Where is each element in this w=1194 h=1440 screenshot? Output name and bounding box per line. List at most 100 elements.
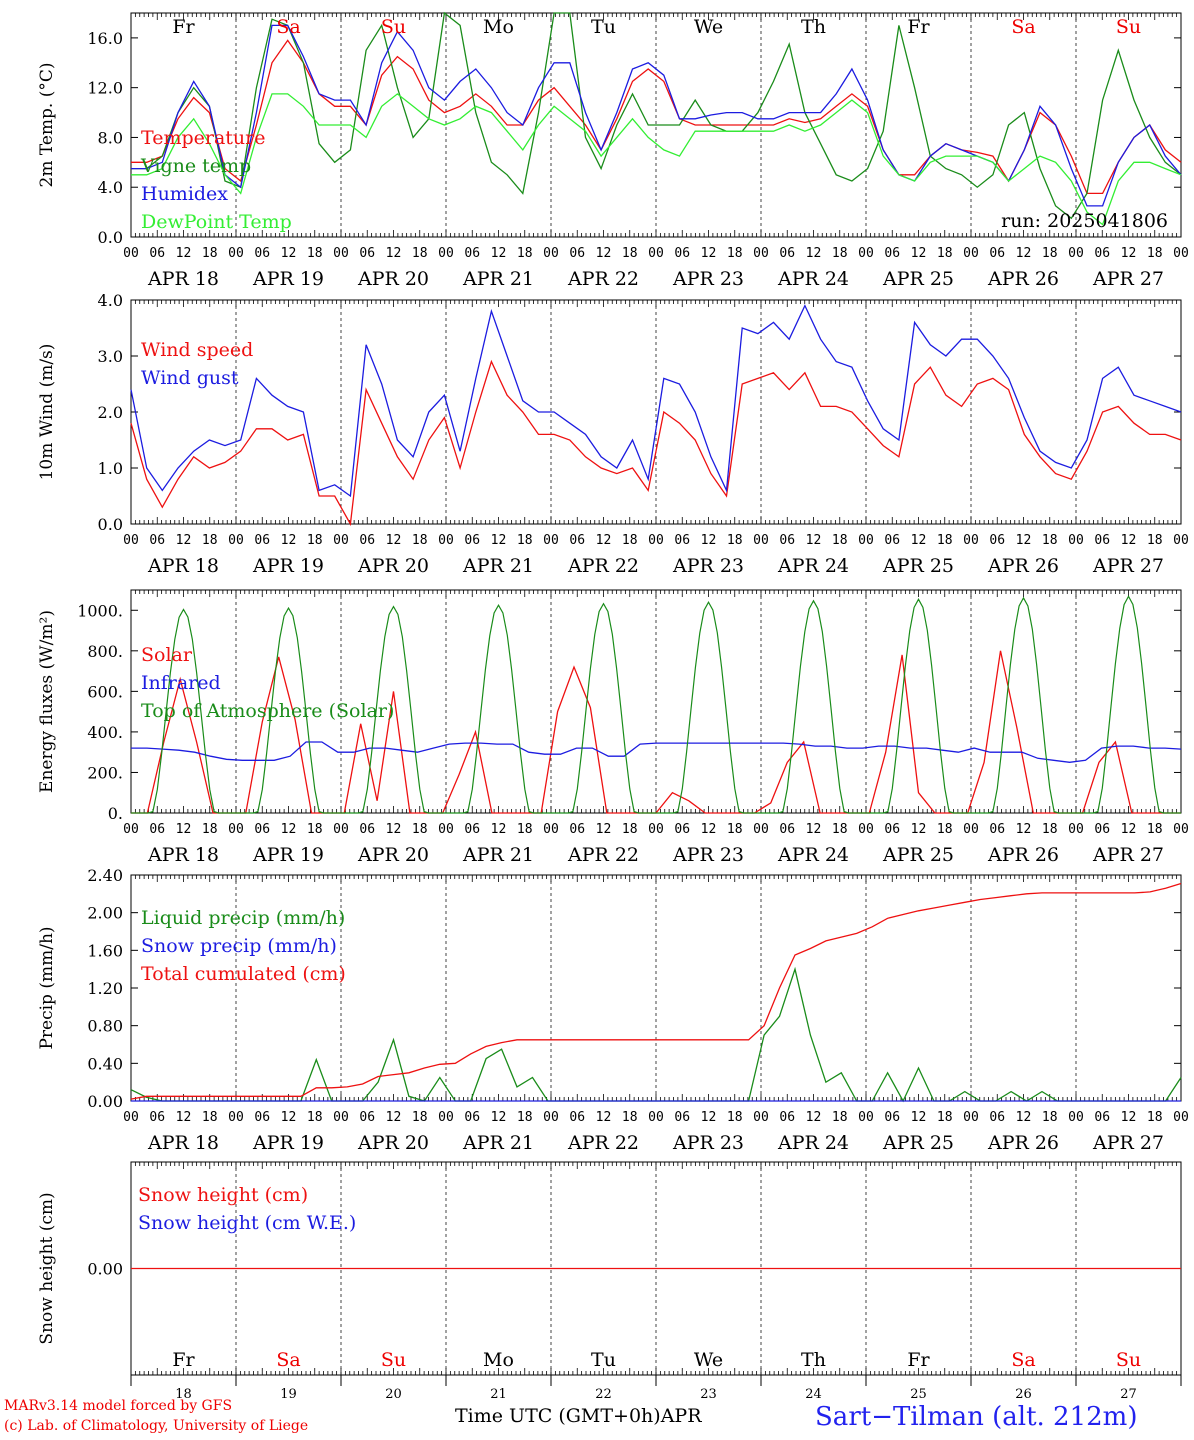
day-number-label: 27 — [1120, 1387, 1137, 1402]
hour-label: 06 — [464, 1110, 480, 1125]
series-line — [130, 882, 1182, 1100]
hour-label: 00 — [228, 246, 244, 261]
hour-label: 00 — [753, 533, 769, 548]
hour-label: 06 — [149, 822, 165, 837]
hour-label: 18 — [1147, 246, 1163, 261]
hour-label: 06 — [779, 822, 795, 837]
footer-model: MARv3.14 model forced by GFS — [4, 1398, 233, 1414]
date-label: APR 27 — [1092, 555, 1164, 577]
y-axis-title: Precip (mm/h) — [37, 926, 57, 1049]
hour-label: 06 — [989, 246, 1005, 261]
hour-label: 18 — [622, 822, 638, 837]
legend-entry: Wind gust — [141, 367, 239, 389]
hour-label: 06 — [989, 822, 1005, 837]
hour-label: 00 — [1068, 1110, 1084, 1125]
hour-label: 06 — [464, 246, 480, 261]
hour-label: 06 — [884, 533, 900, 548]
hour-label: 12 — [701, 1110, 717, 1125]
hour-label: 12 — [281, 533, 297, 548]
date-label: APR 25 — [882, 844, 954, 866]
y-tick-label: 1.20 — [87, 979, 123, 998]
date-label: APR 25 — [882, 555, 954, 577]
day-number-label: 18 — [175, 1387, 192, 1402]
hour-label: 06 — [569, 1110, 585, 1125]
hour-label: 12 — [1016, 246, 1032, 261]
bottom-weekday-label: Mo — [483, 1349, 514, 1371]
time-axis-title: Time UTC (GMT+0h)APR — [455, 1405, 702, 1427]
hour-label: 18 — [1042, 533, 1058, 548]
hour-label: 06 — [884, 822, 900, 837]
hour-label: 00 — [123, 822, 139, 837]
y-tick-label: 1.60 — [87, 941, 123, 960]
legend-entry: Liquid precip (mm/h) — [141, 907, 345, 929]
hour-label: 12 — [1121, 246, 1137, 261]
hour-label: 18 — [727, 533, 743, 548]
weekday-label: Mo — [483, 16, 514, 38]
y-tick-label: 600. — [87, 682, 123, 701]
hour-label: 12 — [281, 822, 297, 837]
hour-label: 06 — [779, 533, 795, 548]
hour-label: 18 — [517, 246, 533, 261]
hour-label: 00 — [123, 246, 139, 261]
date-label: APR 21 — [462, 268, 534, 290]
hour-label: 12 — [1121, 822, 1137, 837]
bottom-weekday-label: Su — [1116, 1349, 1141, 1371]
date-label: APR 21 — [462, 555, 534, 577]
hour-label: 18 — [1042, 246, 1058, 261]
legend-entry: Wind speed — [141, 339, 253, 361]
legend-entry: Vigne temp — [140, 155, 251, 177]
date-label: APR 27 — [1092, 1132, 1164, 1154]
date-label: APR 19 — [252, 555, 324, 577]
date-label: APR 22 — [567, 1132, 639, 1154]
hour-label: 12 — [596, 1110, 612, 1125]
legend-entry: Solar — [141, 644, 193, 666]
day-number-label: 21 — [490, 1387, 507, 1402]
toa-solar-line — [131, 595, 1181, 814]
date-label: APR 22 — [567, 844, 639, 866]
hour-label: 00 — [648, 1110, 664, 1125]
y-tick-label: 2.40 — [87, 866, 123, 885]
hour-label: 00 — [753, 246, 769, 261]
hour-label: 12 — [911, 246, 927, 261]
hour-label: 12 — [491, 246, 507, 261]
hour-label: 06 — [359, 1110, 375, 1125]
hour-label: 00 — [333, 1110, 349, 1125]
date-label: APR 18 — [147, 268, 219, 290]
hour-label: 06 — [1094, 246, 1110, 261]
hour-label: 12 — [701, 533, 717, 548]
hour-label: 00 — [123, 533, 139, 548]
date-label: APR 26 — [987, 555, 1059, 577]
date-label: APR 20 — [357, 268, 429, 290]
hour-label: 00 — [858, 822, 874, 837]
legend-entry: Snow height (cm W.E.) — [138, 1212, 356, 1234]
date-label: APR 27 — [1092, 844, 1164, 866]
date-label: APR 24 — [777, 844, 849, 866]
hour-label: 18 — [517, 533, 533, 548]
hour-label: 06 — [674, 1110, 690, 1125]
bottom-weekday-label: Sa — [276, 1349, 300, 1371]
hour-label: 18 — [937, 533, 953, 548]
hour-label: 00 — [1068, 533, 1084, 548]
hour-label: 06 — [674, 822, 690, 837]
hour-label: 00 — [228, 1110, 244, 1125]
hour-label: 18 — [937, 822, 953, 837]
weekday-label: Sa — [276, 16, 300, 38]
y-axis-title: Energy fluxes (W/m²) — [37, 610, 57, 793]
hour-label: 06 — [884, 246, 900, 261]
hour-label: 18 — [832, 246, 848, 261]
date-label: APR 20 — [357, 844, 429, 866]
hour-label: 00 — [543, 246, 559, 261]
month-label: APR — [660, 1405, 702, 1427]
y-tick-label: 12.0 — [87, 79, 123, 98]
hour-label: 00 — [543, 1110, 559, 1125]
hour-label: 00 — [858, 533, 874, 548]
y-tick-label: 1000. — [77, 601, 123, 620]
hour-label: 18 — [937, 1110, 953, 1125]
hour-label: 12 — [176, 533, 192, 548]
hour-label: 18 — [622, 246, 638, 261]
legend-entry: Snow height (cm) — [138, 1184, 308, 1206]
y-tick-label: 1.0 — [98, 459, 123, 478]
hour-label: 00 — [963, 246, 979, 261]
date-label: APR 23 — [672, 555, 744, 577]
